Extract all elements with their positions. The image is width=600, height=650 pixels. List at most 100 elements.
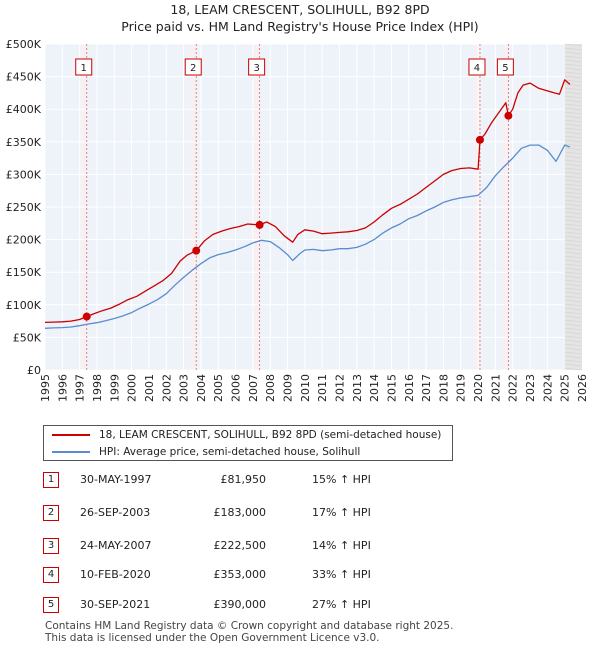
legend-blue-swatch [52, 451, 90, 453]
sale-number: 5 [43, 597, 59, 613]
forecast-hatch [564, 95, 583, 99]
forecast-hatch [564, 111, 583, 115]
sale-label-text: 2 [190, 63, 196, 74]
footer-license: This data is licensed under the Open Gov… [45, 632, 380, 644]
x-tick-label: 2002 [160, 374, 173, 402]
sale-label-box [75, 58, 93, 76]
series-lines [44, 79, 571, 329]
footer-copyright: Contains HM Land Registry data © Crown c… [45, 620, 454, 632]
x-tick-label: 2004 [195, 374, 208, 402]
forecast-hatch [564, 259, 583, 263]
forecast-hatch [564, 335, 583, 339]
forecast-hatch [564, 351, 583, 355]
sale-date: 30-MAY-1997 [80, 473, 152, 486]
forecast-hatch [564, 151, 583, 155]
forecast-hatch [564, 79, 583, 83]
hpi-line [44, 144, 571, 329]
sale-point [255, 220, 264, 229]
y-tick-label: £200K [6, 234, 42, 247]
x-axis-ticks: 1995 1996 1997 1998 1999 2000 2001 2002 2003 2004… [39, 374, 589, 402]
x-tick-label: 2014 [368, 374, 381, 402]
forecast-hatch [564, 155, 583, 159]
forecast-hatch [564, 135, 583, 139]
legend-property-label: 18, LEAM CRESCENT, SOLIHULL, B92 8PD (se… [99, 429, 442, 441]
forecast-hatch [564, 255, 583, 259]
forecast-hatch [564, 359, 583, 363]
y-tick-label: £300K [6, 168, 42, 181]
sale-label-box [468, 58, 486, 76]
sale-price: £390,000 [213, 598, 267, 611]
y-tick-label: £150K [6, 266, 42, 279]
forecast-hatch [564, 343, 583, 347]
forecast-hatch [564, 347, 583, 351]
forecast-hatch [564, 239, 583, 243]
sale-number: 2 [43, 505, 59, 521]
forecast-hatch [564, 51, 583, 55]
forecast-hatch [564, 47, 583, 51]
sale-point [192, 246, 201, 255]
forecast-hatch [564, 167, 583, 171]
x-tick-label: 2018 [437, 374, 450, 402]
sale-price: £183,000 [213, 506, 267, 519]
sale-label-boxes: 1 2 3 4 5 [75, 58, 514, 76]
x-tick-label: 1995 [39, 374, 52, 402]
forecast-hatch [564, 247, 583, 251]
x-tick-label: 2007 [247, 374, 260, 402]
sale-hpi-change: 17% ↑ HPI [312, 506, 371, 519]
forecast-hatch [564, 315, 583, 319]
forecast-hatch [564, 311, 583, 315]
forecast-hatch [564, 91, 583, 95]
forecast-hatch [564, 127, 583, 131]
x-tick-label: 2026 [576, 374, 589, 402]
x-tick-label: 2010 [299, 374, 312, 402]
x-tick-label: 2003 [178, 374, 191, 402]
sale-point [504, 111, 513, 120]
footer: Contains HM Land Registry data © Crown c… [45, 620, 453, 644]
x-tick-label: 2000 [126, 374, 139, 402]
y-tick-label: £350K [6, 136, 42, 149]
forecast-hatch [564, 147, 583, 151]
forecast-hatch [564, 271, 583, 275]
forecast-hatch [564, 355, 583, 359]
x-tick-label: 2021 [489, 374, 502, 402]
forecast-hatch [564, 243, 583, 247]
sale-price: £222,500 [213, 539, 267, 552]
table-row: 1 30-MAY-1997 £81,950 15% ↑ HPI [0, 470, 600, 490]
forecast-hatch [564, 123, 583, 127]
forecast-hatch [564, 55, 583, 59]
table-row: 4 10-FEB-2020 £353,000 33% ↑ HPI [0, 565, 600, 585]
forecast-hatch [564, 275, 583, 279]
sale-hpi-change: 33% ↑ HPI [312, 568, 371, 581]
sale-date: 24-MAY-2007 [80, 539, 152, 552]
forecast-hatch [564, 143, 583, 147]
sale-label-text: 5 [502, 63, 508, 74]
property-price-line [44, 79, 571, 324]
forecast-hatch [564, 191, 583, 195]
price-chart: 18, LEAM CRESCENT, SOLIHULL, B92 8PD Pri… [6, 2, 589, 402]
sale-label-box [248, 58, 266, 76]
forecast-hatch [564, 67, 583, 71]
x-tick-label: 1996 [56, 374, 69, 402]
x-tick-label: 2001 [143, 374, 156, 402]
forecast-region [564, 43, 583, 371]
sale-number: 3 [43, 538, 59, 554]
sale-label: 5 [496, 58, 514, 76]
sale-label-text: 1 [81, 63, 87, 74]
forecast-hatch [564, 175, 583, 179]
forecast-hatch [564, 231, 583, 235]
sale-price: £81,950 [220, 473, 267, 486]
forecast-hatch [564, 87, 583, 91]
sale-point [475, 135, 484, 144]
x-tick-label: 2011 [316, 374, 329, 402]
forecast-hatch [564, 215, 583, 219]
chart-title-line2: Price paid vs. HM Land Registry's House … [121, 19, 478, 34]
forecast-hatch [564, 227, 583, 231]
forecast-hatch [564, 71, 583, 75]
forecast-hatch [564, 211, 583, 215]
sale-date: 10-FEB-2020 [80, 568, 151, 581]
forecast-hatch [564, 251, 583, 255]
forecast-hatch [564, 131, 583, 135]
sale-hpi-change: 27% ↑ HPI [312, 598, 371, 611]
forecast-hatch [564, 207, 583, 211]
sale-price: £353,000 [213, 568, 267, 581]
